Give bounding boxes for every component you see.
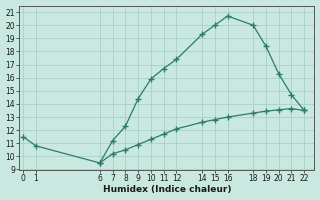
- X-axis label: Humidex (Indice chaleur): Humidex (Indice chaleur): [103, 185, 231, 194]
